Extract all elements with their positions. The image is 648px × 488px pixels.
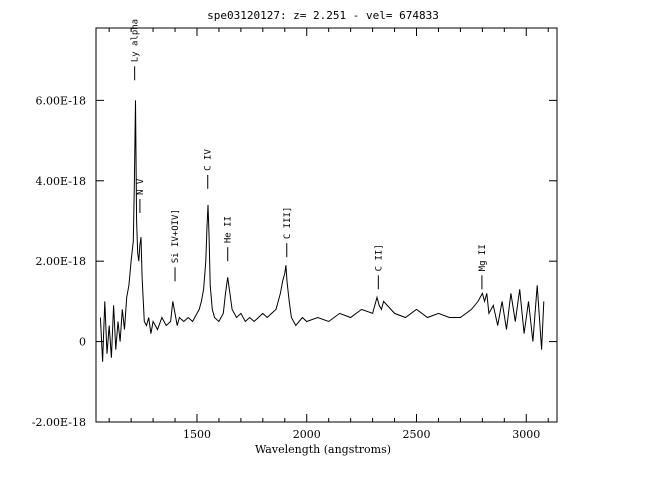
y-tick-label: 0 (79, 336, 86, 349)
emission-line-label: N V (136, 178, 146, 195)
spectrum-line (99, 100, 545, 362)
line-annotations: Ly alpha N V Si IV+OIV] C IV He II C III] C II… (131, 19, 488, 290)
x-tick-label: 2500 (403, 428, 431, 441)
y-tick-label: 4.00E-18 (36, 175, 86, 188)
y-axis: -2.00E-18 0 2.00E-18 4.00E-18 6.00E-18 (32, 94, 557, 429)
emission-line-label: He II (224, 216, 234, 243)
x-tick-label: 3000 (512, 428, 540, 441)
emission-line-label: C III] (283, 207, 293, 240)
y-tick-label: 6.00E-18 (36, 94, 86, 107)
x-axis: 1500 2000 2500 3000 (108, 28, 549, 441)
emission-line-label: C II] (374, 244, 384, 271)
chart-title: spe03120127: z= 2.251 - vel= 674833 (207, 9, 439, 22)
emission-line-label: C IV (204, 149, 214, 171)
y-tick-label: -2.00E-18 (32, 416, 86, 429)
emission-line-label: Mg II (478, 244, 488, 271)
x-axis-label: Wavelength (angstroms) (255, 443, 391, 456)
y-tick-label: 2.00E-18 (36, 255, 86, 268)
x-tick-label: 1500 (183, 428, 211, 441)
plot-frame (95, 27, 558, 423)
x-tick-label: 2000 (293, 428, 321, 441)
emission-line-label: Si IV+OIV] (171, 209, 181, 263)
emission-line-label: Ly alpha (131, 19, 141, 62)
